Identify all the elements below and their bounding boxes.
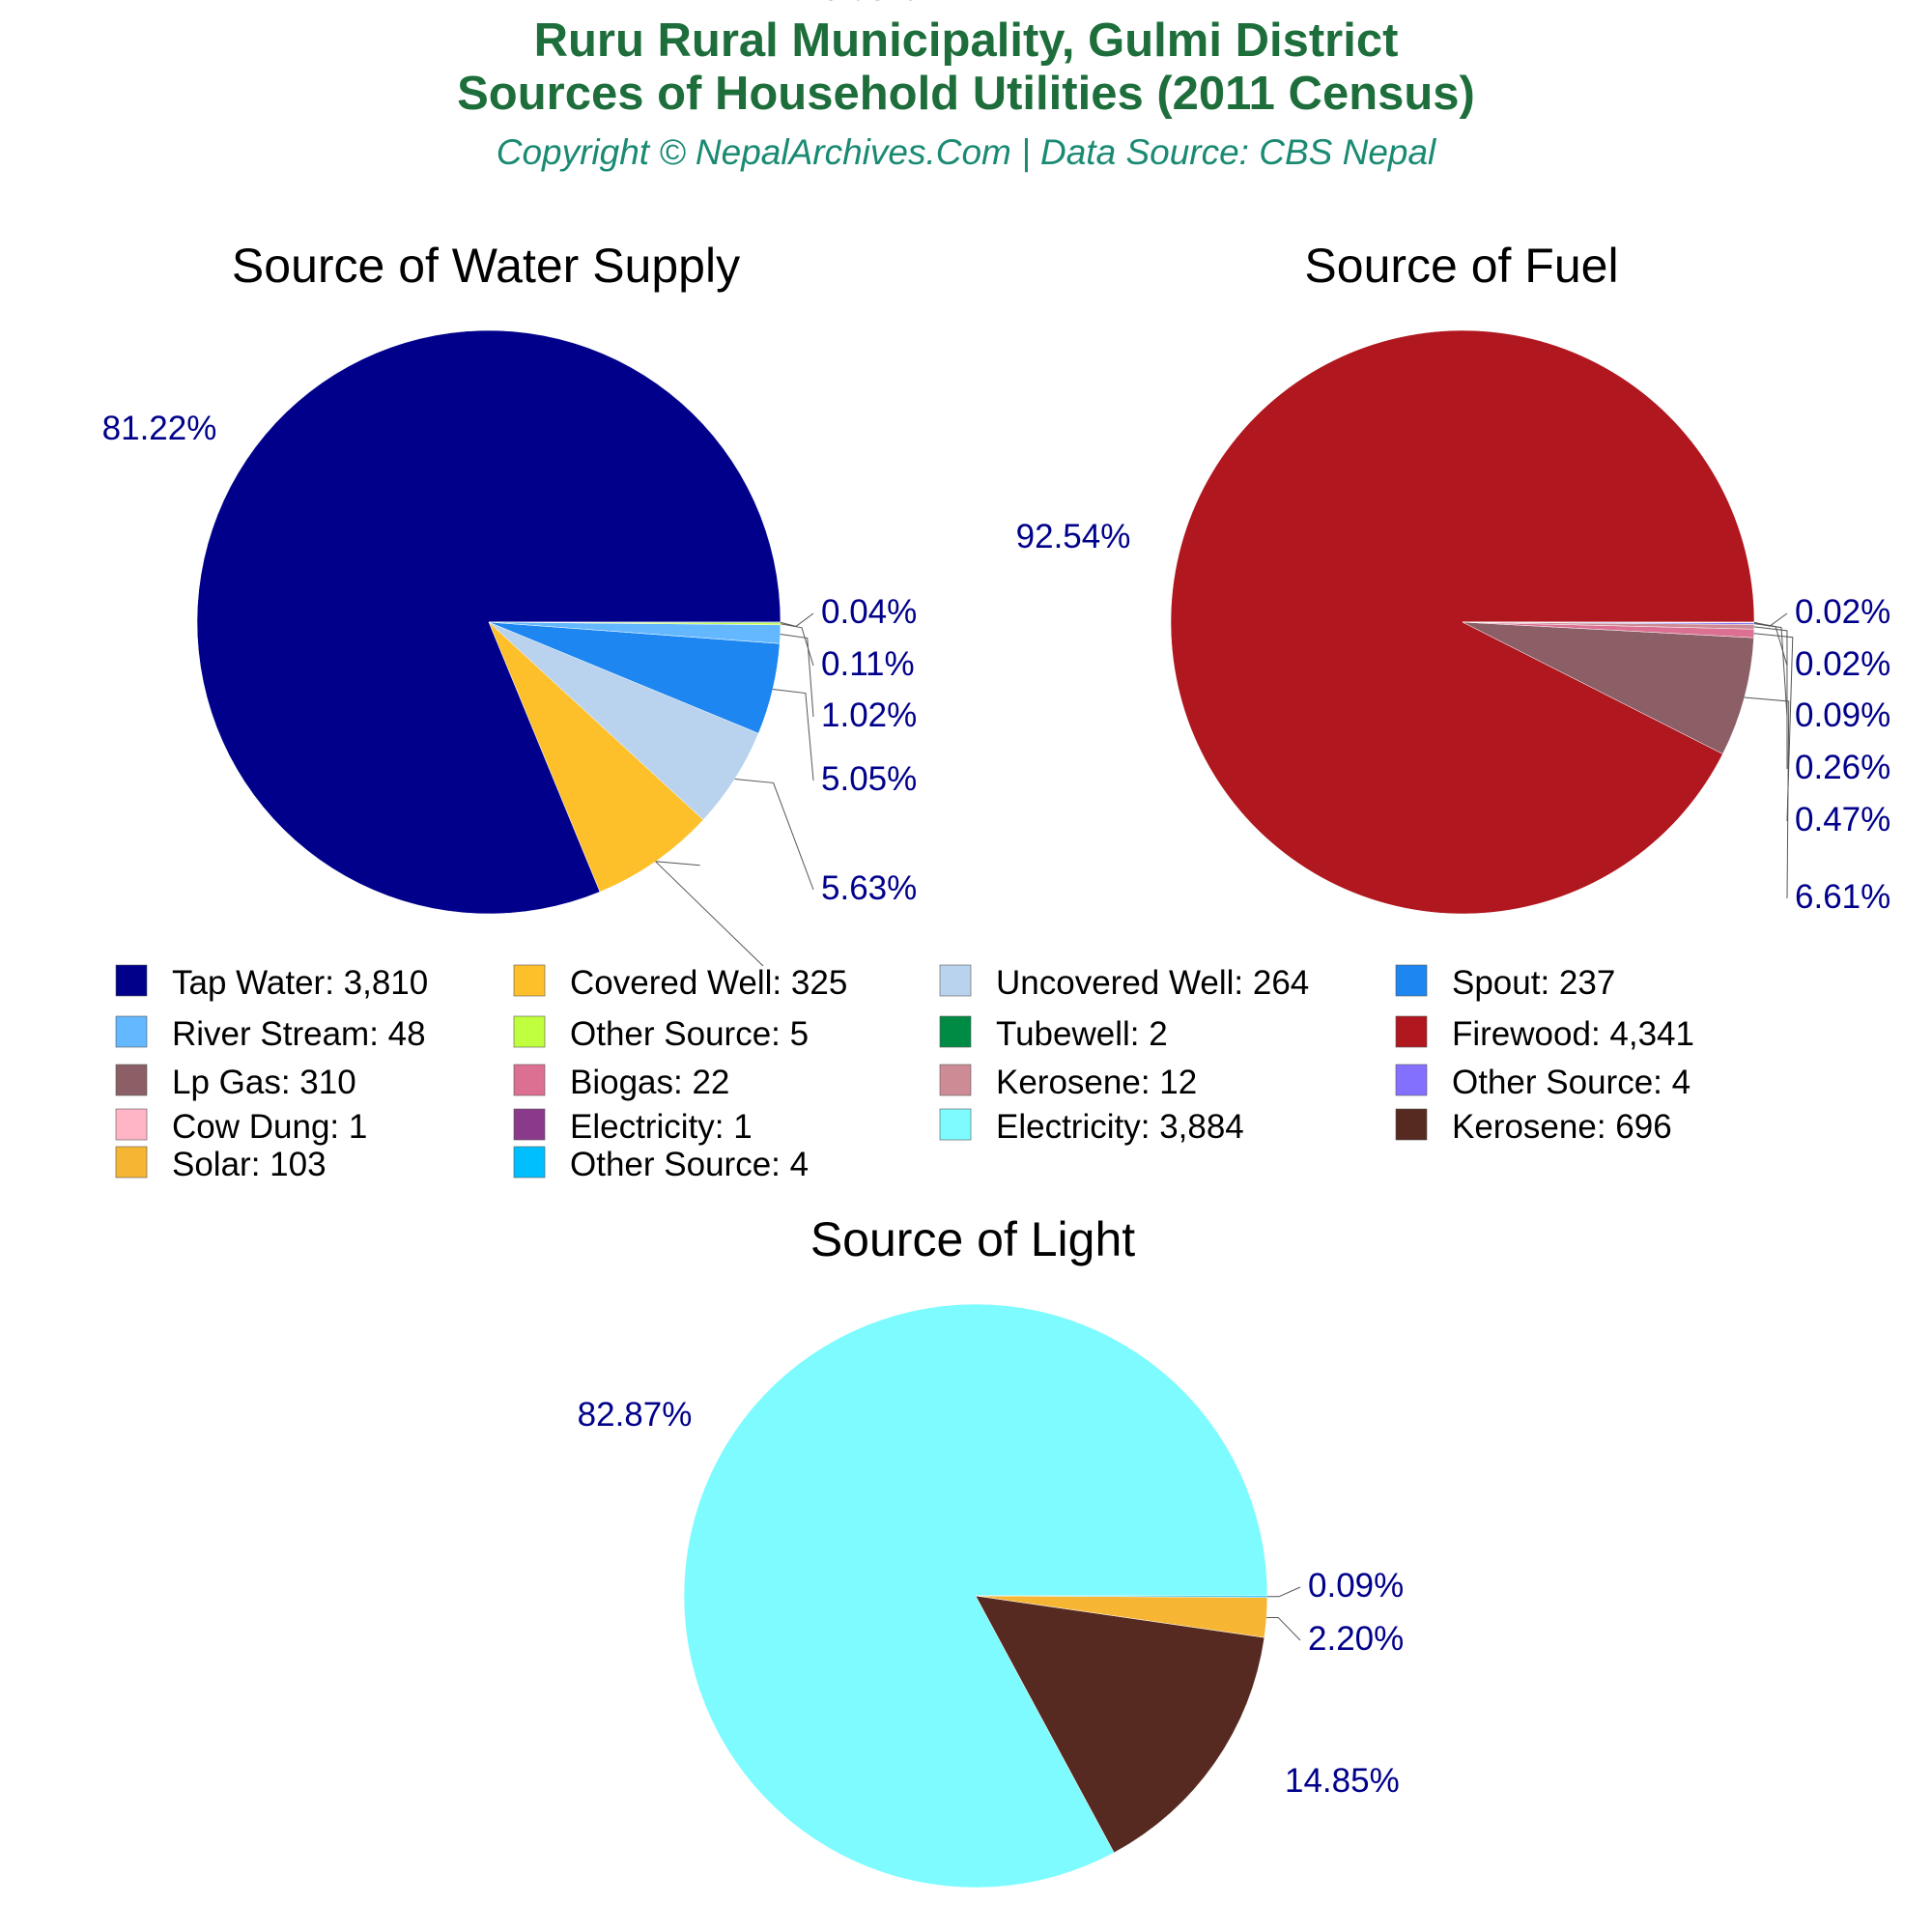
legend-item: Kerosene: 12: [939, 1064, 1197, 1101]
pie-chart-1: Source of Water Supply 0.04% 0.11% 1.02% 5.0…: [102, 0, 917, 967]
leader-line: [1266, 1616, 1301, 1641]
legend-swatch: [513, 1015, 546, 1048]
legend-swatch: [1395, 1015, 1428, 1048]
legend-item: Uncovered Well: 264: [939, 964, 1309, 1002]
legend-swatch: [115, 1015, 148, 1048]
legend-label: Biogas: 22: [570, 1064, 729, 1101]
legend-label: Solar: 103: [172, 1146, 327, 1183]
main-title-line1: Ruru Rural Municipality, Gulmi District: [534, 14, 1399, 67]
pct-label: 5.05%: [821, 760, 917, 798]
leader-line: [655, 861, 764, 967]
legend-item: Cow Dung: 1: [115, 1108, 367, 1146]
legend-swatch: [115, 1108, 148, 1141]
leader-line: [734, 778, 814, 891]
legend-label: Kerosene: 696: [1452, 1108, 1672, 1146]
pct-label: 6.61%: [1795, 878, 1890, 916]
pie-title: Source of Light: [810, 1212, 1135, 1266]
pie-slice: [1462, 621, 1754, 754]
legend-swatch: [1395, 1064, 1428, 1096]
pct-label: 0.11%: [821, 645, 915, 683]
legend-item: Covered Well: 325: [513, 964, 847, 1002]
legend-label: Other Source: 4: [570, 1146, 809, 1183]
legend-swatch: [513, 964, 546, 997]
legend-label: Tubewell: 2: [996, 1015, 1168, 1053]
leader-line: [1753, 626, 1788, 770]
legend-label: Cow Dung: 1: [172, 1108, 367, 1146]
legend-item: Tubewell: 2: [939, 1015, 1168, 1053]
legend-item: Other Source: 4: [513, 1146, 809, 1183]
legend: Tap Water: 3,810 Covered Well: 325 Uncover…: [115, 964, 1694, 1183]
pct-label-largest: 92.54%: [1016, 518, 1131, 555]
main-title-line2: Sources of Household Utilities (2011 Cen…: [457, 68, 1475, 120]
legend-swatch: [115, 1064, 148, 1096]
pct-label: 0.09%: [1308, 1567, 1404, 1605]
pct-label: 0.26%: [1795, 749, 1890, 786]
pct-label: 5.63%: [821, 869, 917, 907]
pct-label: 2.20%: [1308, 1620, 1404, 1658]
copyright-line: Copyright © NepalArchives.Com | Data Sou…: [497, 132, 1437, 172]
legend-swatch: [513, 1064, 546, 1096]
legend-label: Electricity: 1: [570, 1108, 753, 1146]
legend-label: Tap Water: 3,810: [172, 964, 428, 1002]
leader-line: [772, 689, 814, 781]
legend-item: Other Source: 5: [513, 1015, 809, 1053]
legend-item: Kerosene: 696: [1395, 1108, 1672, 1146]
legend-swatch: [939, 1108, 972, 1141]
legend-swatch: [115, 1146, 148, 1179]
legend-item: Firewood: 4,341: [1395, 1015, 1694, 1053]
leader-line: [780, 634, 814, 718]
legend-label: Electricity: 3,884: [996, 1108, 1244, 1146]
pct-label: 0.04%: [821, 593, 917, 631]
pct-label: 6.93%: [821, 0, 917, 8]
pie-slice: [975, 1595, 1265, 1854]
legend-item: River Stream: 48: [115, 1015, 426, 1053]
leader-line: [1753, 633, 1794, 822]
legend-label: Covered Well: 325: [570, 964, 847, 1002]
pct-label: 0.47%: [1795, 801, 1890, 838]
legend-label: Other Source: 5: [570, 1015, 809, 1053]
legend-item: Biogas: 22: [513, 1064, 729, 1101]
legend-item: Spout: 237: [1395, 964, 1615, 1002]
legend-item: Electricity: 1: [513, 1108, 753, 1146]
leader-line: [780, 623, 814, 667]
legend-swatch: [939, 1064, 972, 1096]
pct-label: 0.02%: [1795, 593, 1890, 631]
pct-label: 1.02%: [821, 696, 917, 734]
legend-item: Tap Water: 3,810: [115, 964, 428, 1002]
legend-label: Spout: 237: [1452, 964, 1615, 1002]
legend-swatch: [1395, 964, 1428, 997]
pie-chart-3: Source of Light 0.09% 2.20% 14.85% 82.87%: [578, 1212, 1404, 1889]
legend-label: Uncovered Well: 264: [996, 964, 1309, 1002]
legend-label: Kerosene: 12: [996, 1064, 1197, 1101]
legend-swatch: [939, 964, 972, 997]
leader-line: [1266, 1586, 1301, 1598]
pct-label-largest: 82.87%: [578, 1396, 693, 1434]
leader-line: [1753, 623, 1788, 718]
legend-item: Lp Gas: 310: [115, 1064, 356, 1101]
legend-item: Electricity: 3,884: [939, 1108, 1244, 1146]
pie-chart-2: Source of Fuel 0.02% 0.02% 0.09% 0.26% 0.47% 6…: [1016, 239, 1891, 916]
pie-title: Source of Water Supply: [232, 239, 740, 293]
legend-label: Firewood: 4,341: [1452, 1015, 1694, 1053]
legend-item: Solar: 103: [115, 1146, 327, 1183]
legend-swatch: [939, 1015, 972, 1048]
legend-label: Other Source: 4: [1452, 1064, 1690, 1101]
legend-label: Lp Gas: 310: [172, 1064, 356, 1101]
legend-label: River Stream: 48: [172, 1015, 426, 1053]
pie-title: Source of Fuel: [1304, 239, 1618, 293]
legend-swatch: [513, 1146, 546, 1179]
pct-label: 14.85%: [1285, 1762, 1400, 1800]
pct-label-largest: 81.22%: [102, 410, 217, 447]
legend-swatch: [513, 1108, 546, 1141]
leader-line: [1744, 696, 1790, 899]
pct-label: 0.02%: [1795, 645, 1890, 683]
legend-swatch: [1395, 1108, 1428, 1141]
pct-label: 0.09%: [1795, 696, 1890, 734]
leader-line: [655, 861, 700, 867]
legend-item: Other Source: 4: [1395, 1064, 1690, 1101]
pie-charts-group: Source of Water Supply 0.04% 0.11% 1.02% 5.0…: [102, 0, 1891, 1889]
legend-swatch: [115, 964, 148, 997]
